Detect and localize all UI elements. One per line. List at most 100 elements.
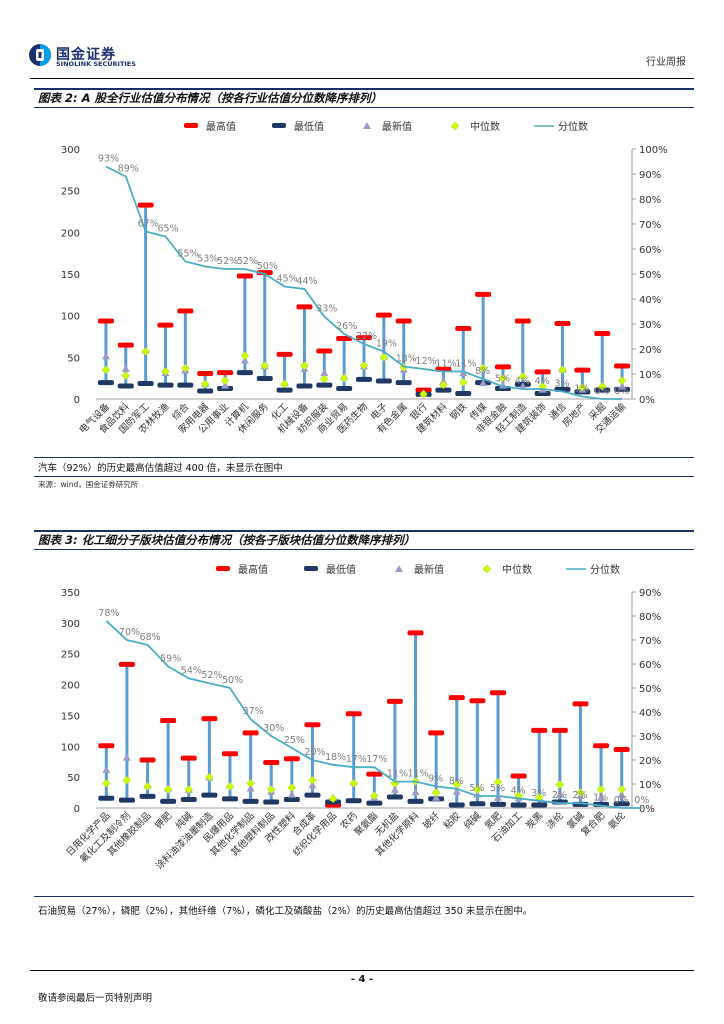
pct-data-label: 0% — [594, 386, 609, 397]
max-marker — [386, 698, 403, 704]
y-tick-label: 100 — [61, 742, 80, 753]
latest-marker — [459, 369, 468, 376]
median-marker — [200, 379, 210, 389]
median-marker — [514, 791, 523, 801]
pct-data-label: 37% — [243, 706, 264, 717]
legend-max-marker — [184, 123, 198, 128]
pct-data-label: 19% — [376, 339, 397, 350]
range-stem — [481, 294, 485, 384]
min-marker — [180, 796, 197, 802]
pct-data-label: 25% — [284, 735, 305, 746]
header-divider — [30, 78, 694, 79]
median-marker — [558, 365, 567, 375]
legend-median-marker — [482, 564, 492, 574]
min-marker — [197, 388, 214, 394]
min-marker — [407, 798, 424, 804]
y-tick-label: 200 — [61, 228, 80, 239]
legend-latest-marker — [363, 122, 371, 129]
max-marker — [137, 202, 154, 208]
figure3-title-rule — [34, 549, 694, 550]
range-stem — [402, 321, 406, 384]
min-marker — [356, 376, 372, 382]
latest-marker — [432, 793, 441, 801]
brand-subtitle: SINOLINK SECURITIES — [56, 60, 136, 68]
range-stem — [263, 273, 267, 379]
min-marker — [613, 801, 630, 807]
min-marker — [490, 801, 506, 807]
range-stem — [290, 759, 294, 800]
median-marker — [184, 785, 194, 794]
range-stem — [187, 758, 191, 800]
range-stem — [322, 351, 326, 386]
range-stem — [183, 311, 187, 386]
max-marker — [574, 367, 591, 373]
pct-data-label: 0% — [614, 386, 629, 397]
legend-pct-label: 分位数 — [590, 563, 620, 576]
pct-data-label: 5% — [495, 374, 510, 385]
min-marker — [157, 382, 174, 388]
max-marker — [117, 342, 134, 348]
median-marker — [161, 367, 170, 376]
legend-latest-label: 最新值 — [414, 563, 444, 576]
y2-tick-label: 30% — [639, 732, 661, 743]
y-tick-label: 50 — [67, 353, 80, 364]
category-label: 氨纶 — [606, 809, 628, 831]
pct-data-label: 5% — [490, 783, 505, 794]
min-marker — [118, 797, 135, 803]
brand-name: 国金证券 — [56, 47, 116, 63]
range-stem — [283, 354, 287, 391]
median-marker — [287, 783, 297, 792]
latest-marker — [101, 352, 110, 360]
y2-tick-label: 100% — [639, 145, 668, 156]
figure2-chart: 最高值 最低值 最新值 中位数 分位数 0 50 100 150 200 250 300 0% 10% 20… — [61, 120, 668, 436]
median-marker — [300, 361, 309, 371]
pct-data-label: 52% — [217, 256, 238, 267]
range-stem — [228, 754, 232, 800]
median-marker — [141, 347, 150, 356]
y-tick-label: 0 — [74, 804, 80, 815]
min-marker — [139, 793, 156, 799]
y-tick-label: 150 — [61, 270, 80, 281]
pct-data-label: 2% — [552, 790, 567, 801]
min-marker — [534, 391, 551, 396]
max-marker — [236, 273, 253, 279]
min-marker — [296, 383, 313, 389]
y-tick-label: 50 — [67, 773, 80, 784]
y-tick-label: 250 — [61, 187, 80, 198]
median-marker — [240, 351, 250, 361]
max-marker — [594, 331, 611, 336]
y2-tick-label: 20% — [639, 345, 661, 356]
max-marker — [475, 291, 492, 297]
pct-data-label: 78% — [98, 608, 119, 619]
y2-tick-label: 30% — [639, 320, 661, 331]
max-marker — [97, 318, 114, 324]
range-stem — [578, 704, 582, 805]
page-number: - 4 - — [350, 974, 374, 985]
pct-data-label: 3% — [531, 788, 546, 799]
y2-tick-label: 10% — [639, 780, 661, 791]
y2-tick-label: 40% — [639, 295, 661, 306]
y2-tick-label: 80% — [639, 195, 661, 206]
range-stem — [434, 733, 438, 800]
category-label: 钾肥 — [152, 809, 174, 831]
range-stem — [382, 315, 386, 382]
min-marker — [283, 796, 300, 802]
median-marker — [308, 775, 317, 785]
pct-line — [105, 165, 623, 400]
figure3-title: 图表 3: 化工细分子版块估值分布情况（按各子版块估值分位数降序排列） — [38, 533, 416, 547]
max-marker — [356, 335, 372, 341]
range-stem — [302, 307, 306, 387]
legend-min-label: 最低值 — [326, 563, 356, 576]
latest-marker — [308, 781, 317, 789]
max-marker — [490, 690, 506, 696]
median-marker — [121, 371, 131, 381]
max-marker — [534, 369, 551, 375]
pct-data-label: 45% — [277, 274, 298, 285]
max-marker — [407, 630, 424, 636]
range-stem — [455, 698, 459, 806]
pct-data-label: 93% — [98, 154, 119, 165]
figure3-top-rule — [34, 530, 694, 532]
median-marker — [101, 778, 111, 788]
range-stem — [414, 633, 418, 802]
min-marker — [531, 802, 548, 808]
